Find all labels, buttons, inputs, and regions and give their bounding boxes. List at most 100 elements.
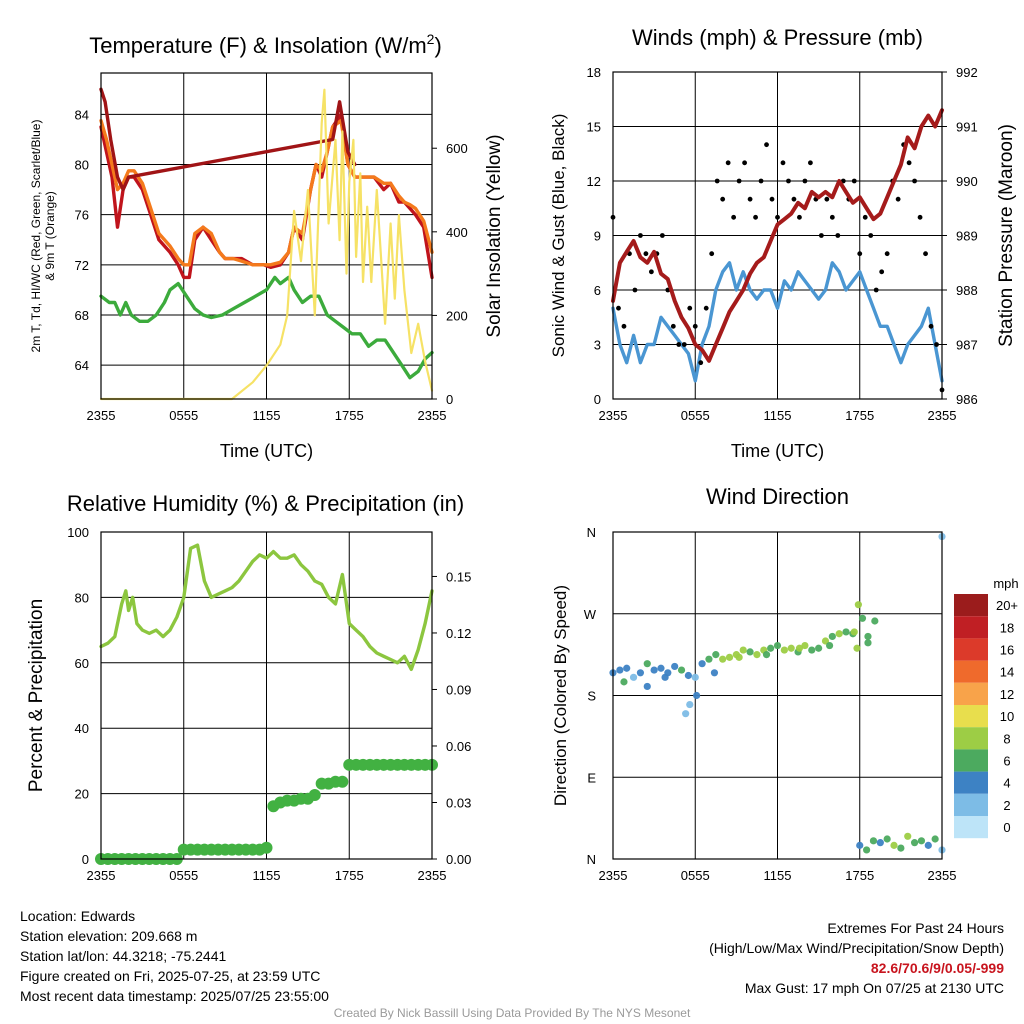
- humidity-precipitation-dot: [260, 841, 273, 854]
- wind_direction-point: [876, 839, 884, 847]
- winds-gust-point: [698, 360, 704, 366]
- wind_direction-point: [858, 614, 867, 622]
- humidity-right-tick-label: 0.12: [446, 626, 471, 641]
- wind_direction-point: [864, 632, 872, 641]
- colorbar-swatch: [954, 816, 988, 839]
- humidity-y-tick-label: 80: [75, 590, 89, 605]
- wind_direction-point: [739, 646, 747, 654]
- winds-gust-point: [934, 342, 939, 347]
- wind_direction-point: [735, 653, 743, 661]
- wind_direction-point: [842, 628, 850, 636]
- wind_direction-point: [620, 678, 628, 686]
- temperature-right-tick-label: 200: [446, 308, 468, 323]
- humidity-right-tick-label: 0.09: [446, 682, 471, 697]
- winds-gust-point: [780, 160, 786, 166]
- humidity-right-tick-label: 0.03: [446, 795, 471, 810]
- winds-x-tick-label: 2355: [599, 408, 628, 423]
- winds-gust-point: [797, 214, 802, 220]
- humidity-precipitation-dot: [336, 775, 349, 788]
- colorbar-swatch: [954, 727, 988, 750]
- temperature-y-tick-label: 68: [75, 308, 89, 323]
- wind_direction-x-tick-label: 1755: [845, 868, 874, 883]
- winds-gust-point: [758, 178, 764, 184]
- credit-line: Created By Nick Bassill Using Data Provi…: [333, 1006, 691, 1020]
- wind_direction-point: [853, 644, 861, 652]
- winds-x-tick-label: 2355: [928, 408, 957, 423]
- wind_direction-point: [931, 835, 939, 843]
- station-location: Location: Edwards: [20, 908, 136, 924]
- wind_direction-point: [661, 673, 669, 681]
- wind_direction-frame: [612, 531, 943, 860]
- temperature-heat-index-line: [99, 87, 357, 192]
- wind_direction-point: [686, 700, 694, 709]
- wind_direction-point: [815, 644, 823, 652]
- humidity-x-tick-label: 1755: [335, 868, 364, 883]
- wind_direction-point: [787, 644, 795, 652]
- wind_direction-y-tick-label: N: [587, 525, 596, 540]
- winds-gust-point: [786, 178, 791, 184]
- winds-gust-point: [643, 251, 649, 257]
- station-info: Location: Edwards Station elevation: 209…: [20, 906, 329, 1006]
- winds-gust-point: [791, 196, 797, 202]
- humidity-x-tick-label: 0555: [169, 868, 198, 883]
- wind_direction-point: [808, 646, 816, 654]
- winds-gust-point: [808, 160, 813, 166]
- temperature-y-tick-label: 84: [75, 107, 89, 122]
- wind_direction-point: [684, 671, 692, 680]
- humidity-x-tick-label: 1155: [253, 868, 281, 883]
- winds-gust-point: [687, 305, 693, 311]
- wind_direction-point: [890, 841, 898, 849]
- winds-x-tick-label: 1155: [764, 408, 792, 423]
- humidity-y-tick-label: 0: [82, 852, 89, 867]
- wind_direction-point: [643, 660, 651, 668]
- colorbar-swatch: [954, 638, 988, 661]
- colorbar-swatch: [954, 771, 988, 794]
- temperature-y-tick-label: 76: [75, 208, 89, 223]
- temperature-x-tick-label: 1155: [253, 408, 281, 423]
- winds-gust-point: [862, 214, 868, 220]
- winds-gust-point: [725, 160, 731, 166]
- winds-gust-point: [742, 160, 747, 166]
- wind_direction-x-tick-label: 0555: [681, 868, 710, 883]
- wind_direction-point: [864, 639, 872, 647]
- temperature-x-label: Time (UTC): [220, 441, 313, 461]
- winds-y-tick-label: 0: [594, 392, 601, 407]
- winds-gust-point: [802, 178, 808, 184]
- winds-gust-point: [714, 178, 720, 184]
- colorbar-swatch: [954, 660, 988, 683]
- wind_direction-point: [657, 664, 665, 672]
- humidity-y-tick-label: 100: [67, 525, 89, 540]
- winds-gust-point: [638, 233, 643, 238]
- temperature-right-tick-label: 400: [446, 225, 468, 240]
- wind_direction-point: [753, 651, 761, 659]
- winds-gust-point: [857, 251, 863, 257]
- winds-y-right-label: Station Pressure (Maroon): [996, 124, 1017, 347]
- temperature-title: Temperature (F) & Insolation (W/m2): [89, 31, 442, 58]
- station-elevation: Station elevation: 209.668 m: [20, 928, 198, 944]
- wind_direction-y-tick-label: W: [584, 607, 597, 622]
- wind_direction-point: [762, 651, 771, 659]
- wind_direction-point: [871, 617, 879, 625]
- humidity-relative-humidity-line: [99, 543, 434, 671]
- colorbar-unit: mph: [993, 576, 1018, 591]
- wind_direction-title: Wind Direction: [706, 484, 849, 509]
- temperature-right-tick-label: 600: [446, 141, 468, 156]
- temperature-y-label: & 9m T (Orange): [43, 191, 57, 281]
- winds-title: Winds (mph) & Pressure (mb): [632, 25, 923, 50]
- extremes-heading: Extremes For Past 24 Hours: [827, 920, 1004, 936]
- wind_direction-point: [636, 669, 645, 677]
- winds-y-tick-label: 9: [594, 229, 601, 244]
- winds-right-tick-label: 991: [956, 120, 978, 135]
- humidity-y-tick-label: 60: [75, 656, 89, 671]
- winds-right-tick-label: 986: [956, 392, 978, 407]
- wind_direction-x-tick-label: 2355: [599, 868, 628, 883]
- wind_direction-point: [629, 673, 638, 681]
- colorbar-label: 10: [1000, 709, 1014, 724]
- winds-gust-point: [906, 160, 912, 166]
- wind_direction-point: [650, 666, 658, 674]
- winds-gust-point: [632, 287, 638, 293]
- colorbar-label: 0: [1003, 820, 1010, 835]
- colorbar-swatch: [954, 616, 988, 639]
- extremes-info: Extremes For Past 24 Hours (High/Low/Max…: [709, 918, 1004, 998]
- wind_direction-y-label: Direction (Colored By Speed): [551, 585, 570, 806]
